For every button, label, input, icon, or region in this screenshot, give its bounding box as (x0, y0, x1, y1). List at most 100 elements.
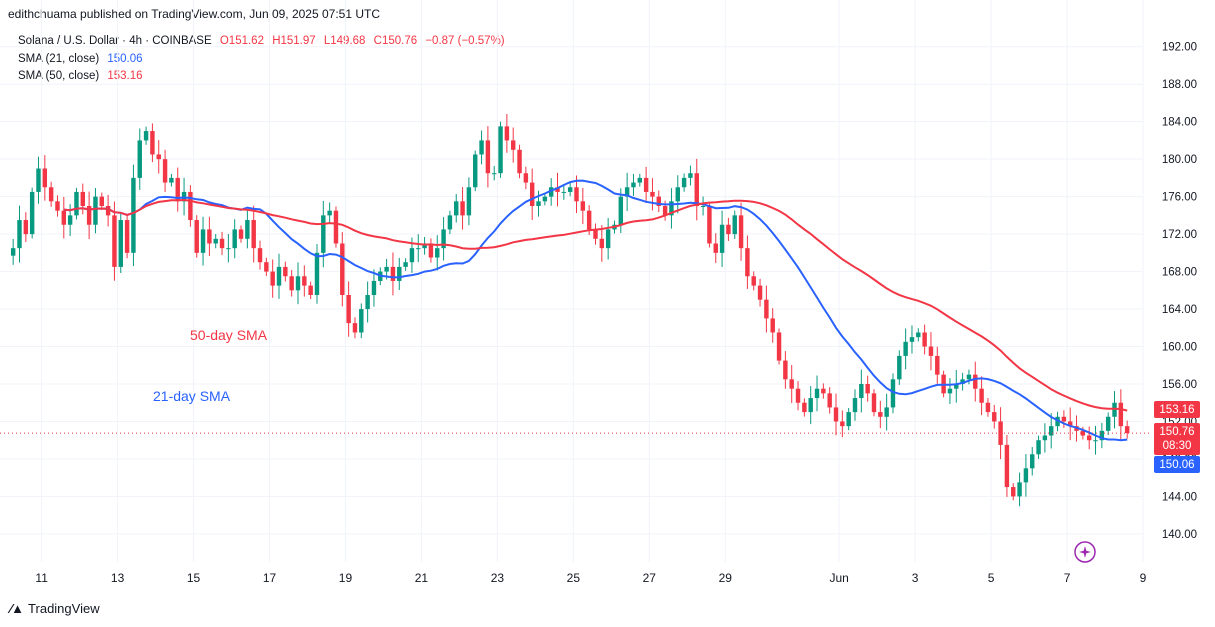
price-tick-label: 180.00 (1162, 154, 1197, 166)
sma50-line (63, 198, 1128, 412)
candle-body (1067, 421, 1073, 427)
candle-body (561, 191, 567, 193)
candle-body (865, 384, 870, 394)
candle-body (112, 215, 117, 267)
price-tick-label: 184.00 (1162, 117, 1197, 129)
price-tick-label: 156.00 (1162, 379, 1197, 391)
candle-body (447, 215, 453, 230)
price-tick-label: 164.00 (1162, 304, 1197, 316)
candle-body (365, 295, 370, 310)
candle-body (352, 323, 358, 333)
candle-body (473, 154, 478, 188)
candle-body (162, 159, 168, 183)
candle-body (257, 248, 263, 263)
candle-body (93, 196, 98, 225)
candle-body (1124, 426, 1130, 434)
candle-body (276, 266, 282, 286)
price-tick-label: 160.00 (1162, 342, 1197, 354)
candle-body (485, 140, 491, 174)
candle-body (55, 201, 60, 211)
candle-body (738, 215, 744, 249)
candle-body (878, 412, 883, 417)
candle-body (327, 210, 332, 216)
change-value: −0.87 (−0.57%) (425, 35, 505, 47)
candle-body (510, 140, 516, 150)
sma21-legend-value: 150.06 (107, 53, 143, 65)
candle-body (238, 229, 244, 239)
sma21-legend[interactable]: SMA (21, close) 150.06 (18, 53, 148, 65)
sma50-price-tag: 153.16 (1154, 401, 1200, 418)
price-axis: 140.00144.00148.00152.00156.00160.00164.… (1162, 42, 1197, 541)
candle-body (890, 379, 896, 408)
candle-body (979, 388, 984, 403)
high-value: H151.97 (272, 35, 316, 47)
candle-body (48, 187, 54, 202)
bar-countdown: 08:30 (1162, 440, 1192, 452)
tradingview-brand[interactable]: ⁄▲ TradingView (10, 601, 100, 616)
date-tick-label: 15 (187, 571, 201, 585)
candle-body (903, 341, 908, 356)
sma21-legend-label[interactable]: SMA (21, close) (18, 53, 100, 65)
candle-body (618, 196, 624, 225)
candle-body (302, 276, 307, 286)
candle-body (150, 131, 155, 155)
candle-body (580, 201, 586, 211)
candle-body (821, 388, 826, 394)
date-tick-label: 23 (491, 571, 505, 585)
candle-body (599, 238, 605, 249)
sma50-legend-label[interactable]: SMA (50, close) (18, 70, 100, 82)
candle-body (314, 252, 320, 295)
date-tick-label: 21 (415, 571, 429, 585)
symbol-legend[interactable]: Solana / U.S. Dollar · 4h · COINBASE O15… (18, 35, 510, 47)
grid-lines (0, 0, 1144, 562)
candle-body (1004, 444, 1010, 488)
candle-body (783, 360, 788, 380)
candle-body (169, 177, 174, 183)
sparkle-icon[interactable] (1074, 541, 1096, 563)
candle-body (764, 299, 769, 319)
candle-body (700, 206, 706, 207)
candle-body (935, 355, 940, 375)
candle-body (1112, 402, 1117, 417)
candle-body (517, 149, 522, 174)
candle-body (207, 229, 212, 244)
candle-body (1080, 430, 1086, 436)
candle-body (846, 412, 851, 427)
candle-body (1011, 487, 1016, 497)
candle-body (954, 384, 959, 389)
candle-body (922, 332, 927, 347)
candle-body (29, 191, 35, 235)
candle-body (1061, 416, 1067, 422)
sma50-legend[interactable]: SMA (50, close) 153.16 (18, 70, 148, 82)
candle-body (757, 285, 763, 300)
brand-label: TradingView (28, 601, 100, 616)
candle-body (409, 248, 415, 263)
candle-body (428, 243, 434, 258)
date-tick-label: 13 (111, 571, 125, 585)
candle-body (833, 407, 839, 422)
candle-body (1023, 468, 1029, 483)
date-tick-label: 5 (988, 571, 995, 585)
symbol-name[interactable]: Solana / U.S. Dollar · 4h · COINBASE (18, 35, 212, 47)
candle-body (726, 224, 731, 235)
candle-body (245, 220, 250, 239)
candle-body (637, 177, 643, 183)
candle-body (1118, 402, 1124, 427)
open-value: O151.62 (219, 35, 264, 47)
candle-body (656, 196, 662, 206)
candle-body (567, 187, 573, 192)
candle-body (74, 191, 79, 216)
candle-body (776, 332, 782, 361)
candle-body (669, 201, 674, 216)
candle-body (384, 266, 389, 272)
candle-body (131, 177, 136, 253)
candles (10, 113, 1130, 507)
candle-body (479, 140, 484, 155)
candle-body (897, 355, 902, 380)
candle-body (840, 421, 845, 427)
candle-body (770, 318, 775, 333)
candle-body (732, 215, 737, 235)
candle-body (359, 309, 364, 333)
price-tick-label: 188.00 (1162, 79, 1197, 91)
